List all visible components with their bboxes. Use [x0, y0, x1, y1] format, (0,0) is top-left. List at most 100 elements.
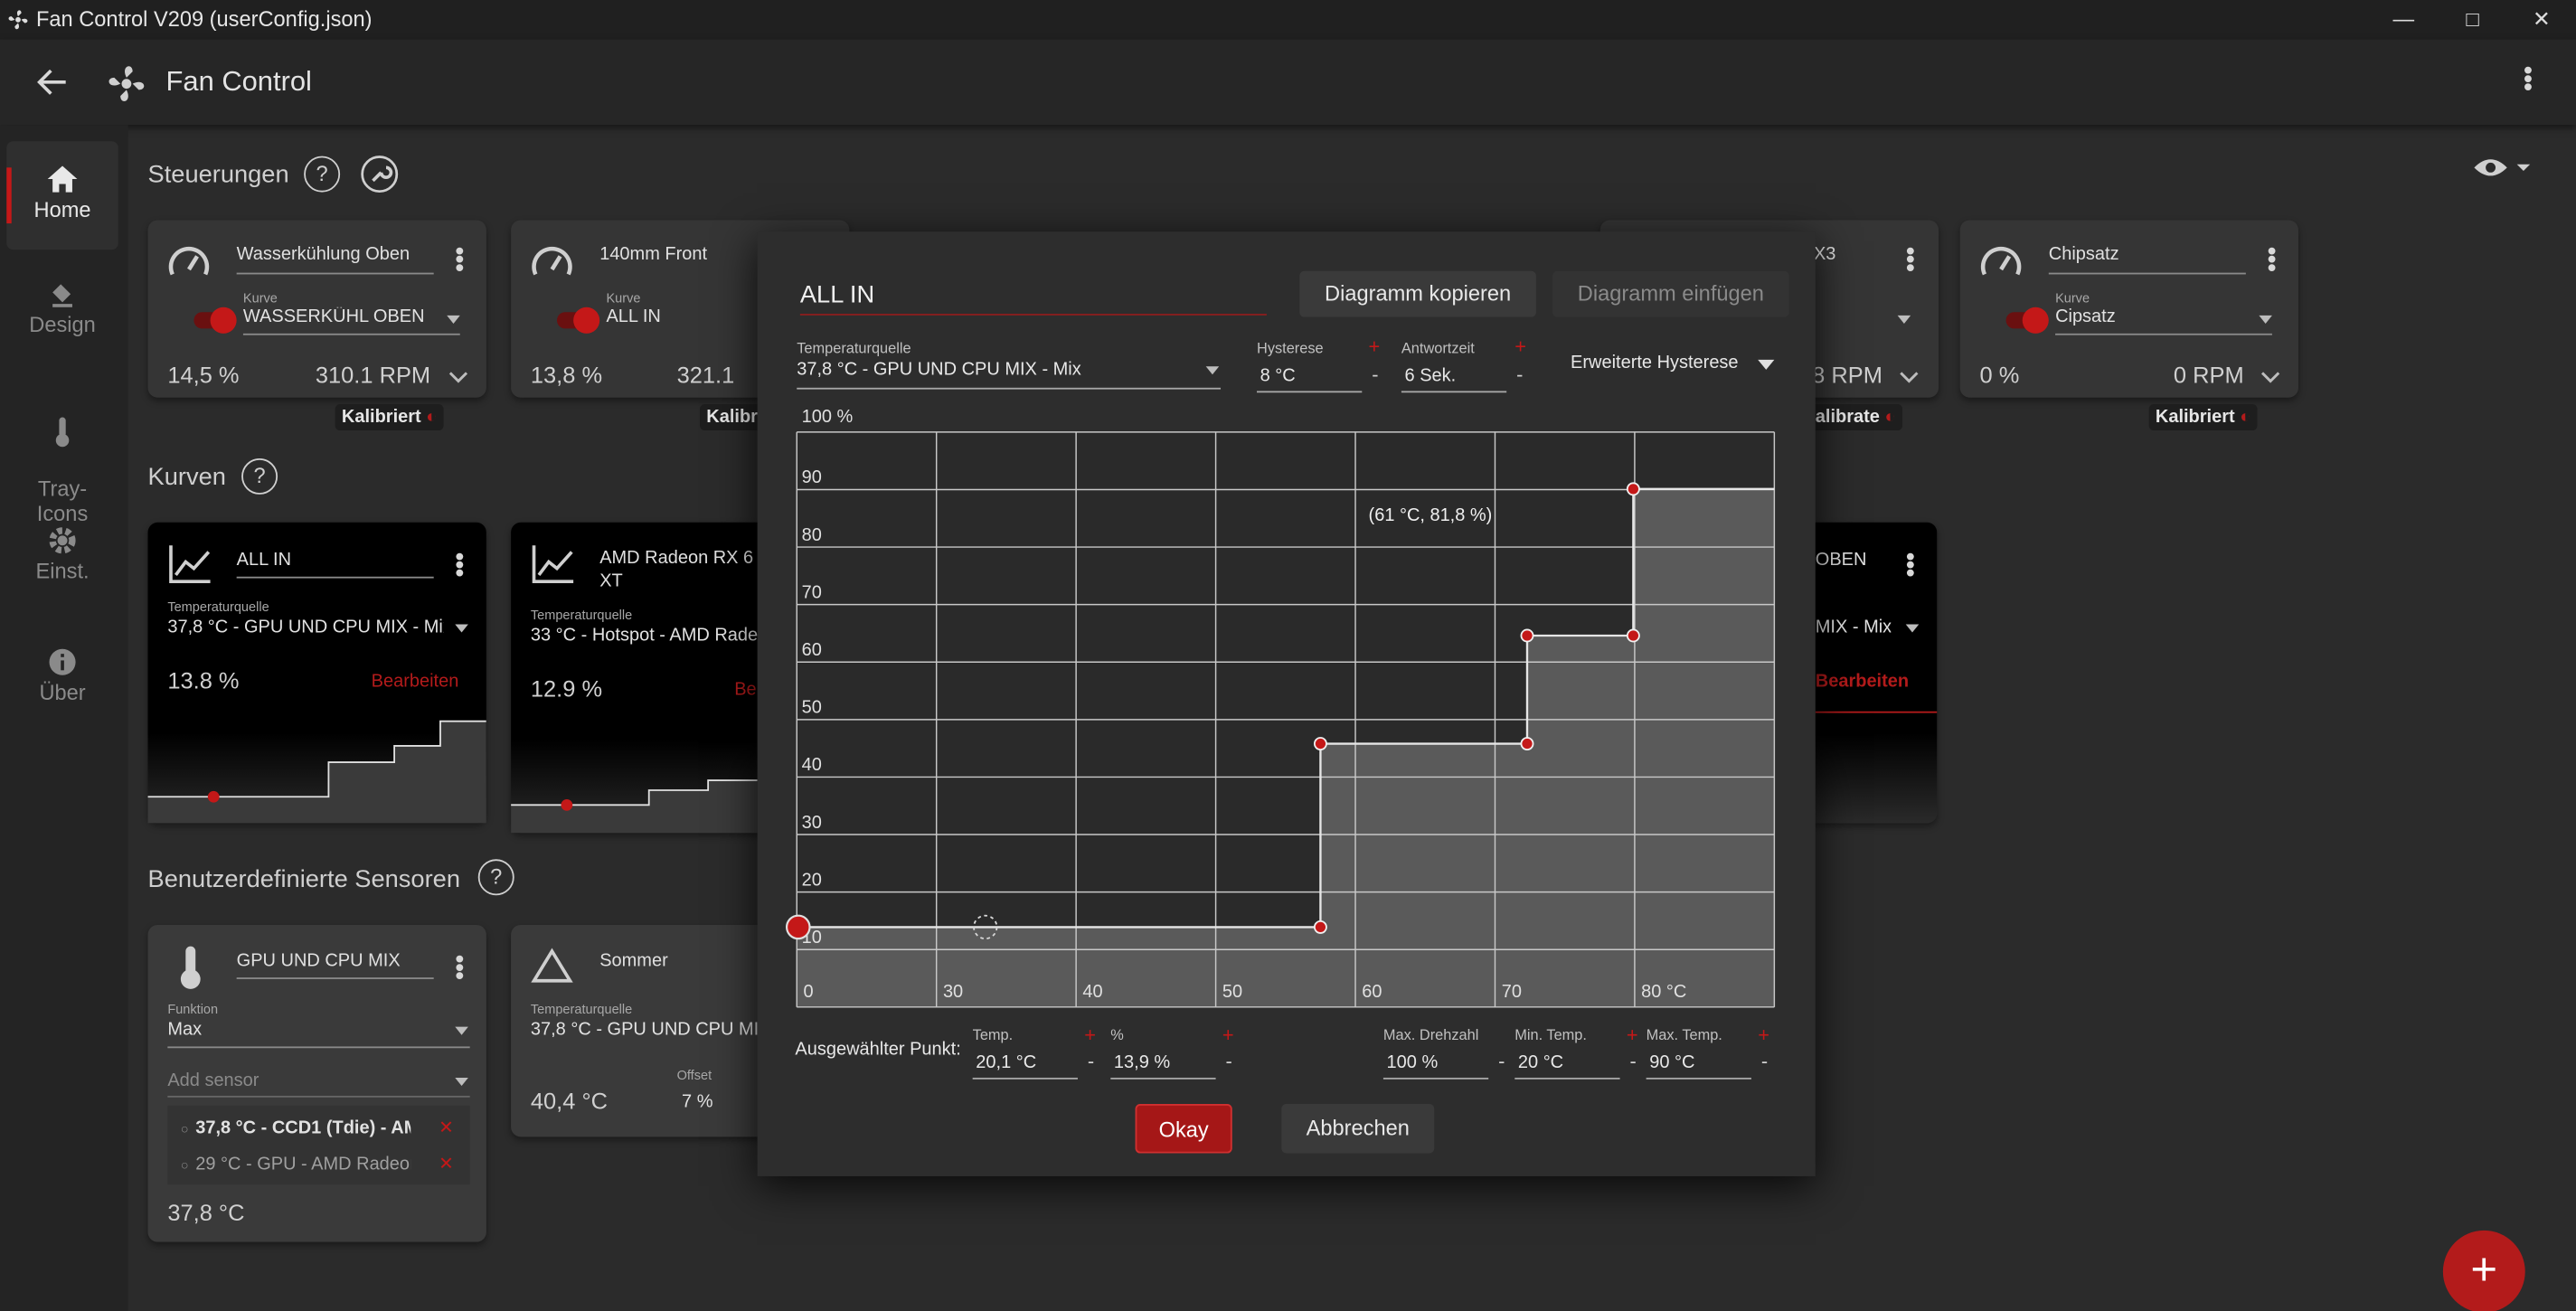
- app-menu-icon[interactable]: • • •: [2523, 57, 2534, 102]
- curve-menu-icon[interactable]: • • •: [455, 543, 465, 589]
- back-arrow-icon[interactable]: [36, 67, 69, 97]
- max-temp-input[interactable]: 90 °C: [1649, 1052, 1695, 1073]
- max-temp-minus-button[interactable]: -: [1760, 1050, 1769, 1073]
- sensor-name[interactable]: GPU UND CPU MIX: [236, 951, 401, 971]
- percent-plus-button[interactable]: +: [1222, 1023, 1234, 1047]
- curve-name[interactable]: AMD Radeon RX 6 XT: [599, 548, 754, 592]
- hysteresis-minus-button[interactable]: -: [1372, 363, 1379, 386]
- source-label: Temperaturquelle: [530, 608, 633, 623]
- window-titlebar: Fan Control V209 (userConfig.json) — □ ✕: [0, 0, 2576, 40]
- max-speed-minus-button[interactable]: -: [1498, 1050, 1505, 1073]
- paint-bucket-icon: [52, 284, 72, 307]
- source-select[interactable]: 37,8 °C - GPU UND CPU MIX - Mix: [167, 618, 444, 637]
- control-name[interactable]: X3: [1813, 244, 1836, 265]
- hysteresis-input[interactable]: 8 °C: [1260, 366, 1296, 386]
- curve-name[interactable]: OBEN: [1815, 550, 1867, 571]
- x-tick-label: 50: [1222, 982, 1242, 1002]
- control-menu-icon[interactable]: • • •: [455, 238, 465, 283]
- max-temp-plus-button[interactable]: +: [1758, 1023, 1769, 1047]
- edit-link[interactable]: Bearbeiten: [371, 672, 459, 692]
- min-temp-plus-button[interactable]: +: [1626, 1023, 1638, 1047]
- min-temp-input[interactable]: 20 °C: [1517, 1052, 1564, 1073]
- chevron-down-icon: [447, 315, 460, 324]
- percent-input[interactable]: 13,9 %: [1113, 1052, 1171, 1073]
- temp-plus-button[interactable]: +: [1084, 1023, 1096, 1047]
- chevron-down-icon[interactable]: [1899, 372, 1919, 385]
- nav-item-about[interactable]: Über: [6, 647, 118, 720]
- function-select[interactable]: Max: [167, 1020, 203, 1041]
- control-toggle[interactable]: [2005, 307, 2049, 334]
- wrench-icon[interactable]: [360, 155, 400, 194]
- curve-select[interactable]: WASSERKÜHL OBEN: [242, 307, 425, 327]
- source-select[interactable]: 37,8 °C - GPU UND CPU MIX - Mix: [797, 359, 1081, 380]
- curve-point[interactable]: [1313, 920, 1327, 934]
- source-select[interactable]: 33 °C - Hotspot - AMD Rade: [530, 626, 759, 646]
- help-icon[interactable]: ?: [241, 457, 278, 495]
- cancel-button[interactable]: Abbrechen: [1281, 1104, 1435, 1154]
- section-title-controls: Steuerungen: [147, 161, 289, 189]
- sensor-name[interactable]: Sommer: [599, 951, 668, 971]
- close-button[interactable]: ✕: [2532, 6, 2551, 32]
- name-underline: [799, 314, 1267, 316]
- temp-input[interactable]: 20,1 °C: [976, 1052, 1037, 1073]
- add-fab[interactable]: +: [2442, 1230, 2525, 1311]
- curve-point[interactable]: [1520, 737, 1534, 751]
- add-sensor-select[interactable]: Add sensor: [167, 1070, 259, 1091]
- control-menu-icon[interactable]: • • •: [1905, 238, 1915, 283]
- control-menu-icon[interactable]: • • •: [2267, 238, 2277, 283]
- remove-icon[interactable]: ✕: [439, 1118, 454, 1139]
- advanced-hysteresis-toggle[interactable]: Erweiterte Hysterese: [1571, 353, 1739, 373]
- minimize-button[interactable]: —: [2392, 6, 2415, 32]
- curve-select[interactable]: Cipsatz: [2055, 307, 2116, 327]
- sensor-menu-icon[interactable]: • • •: [455, 946, 465, 991]
- max-speed-input[interactable]: 100 %: [1386, 1052, 1439, 1073]
- curve-point[interactable]: [1313, 737, 1327, 751]
- nav-item-home[interactable]: Home: [6, 141, 118, 250]
- curve-menu-icon[interactable]: • • •: [1905, 543, 1915, 589]
- help-icon[interactable]: ?: [477, 859, 514, 896]
- maximize-button[interactable]: □: [2466, 6, 2479, 32]
- input-underline: [1382, 1077, 1489, 1080]
- curve-value: 13.8 %: [167, 666, 240, 693]
- chevron-down-icon[interactable]: [448, 372, 468, 385]
- offset-field[interactable]: 7 %: [682, 1092, 713, 1113]
- curve-name[interactable]: ALL IN: [236, 550, 292, 571]
- source-select[interactable]: MIX - Mix: [1815, 618, 1892, 637]
- percent-minus-button[interactable]: -: [1225, 1050, 1232, 1073]
- control-name[interactable]: Wasserkühlung Oben: [236, 244, 410, 265]
- x-tick-label: 60: [1362, 982, 1382, 1002]
- sensor-card: GPU UND CPU MIX • • • Funktion Max Add sen…: [147, 924, 486, 1242]
- temp-minus-button[interactable]: -: [1087, 1050, 1095, 1073]
- edit-link[interactable]: Be: [734, 680, 757, 701]
- control-name[interactable]: Chipsatz: [2048, 244, 2119, 265]
- chevron-down-icon[interactable]: [2260, 372, 2280, 385]
- curve-select[interactable]: ALL IN: [606, 307, 661, 327]
- copy-chart-button[interactable]: Diagramm kopieren: [1299, 270, 1536, 317]
- home-icon: [47, 165, 78, 193]
- curve-point[interactable]: [1626, 482, 1640, 496]
- curve-point[interactable]: [1626, 628, 1640, 643]
- selected-point[interactable]: [785, 914, 811, 940]
- control-toggle[interactable]: [193, 307, 237, 334]
- nav-item-tray-icons[interactable]: Tray- Icons: [6, 391, 118, 525]
- okay-button[interactable]: Okay: [1135, 1104, 1232, 1154]
- nav-item-design[interactable]: Design: [6, 279, 118, 362]
- control-toggle[interactable]: [556, 307, 600, 334]
- control-name[interactable]: 140mm Front: [599, 244, 708, 265]
- curve-point[interactable]: [1520, 628, 1534, 643]
- curve-name-input[interactable]: ALL IN: [799, 280, 875, 309]
- hysteresis-plus-button[interactable]: +: [1368, 335, 1381, 359]
- help-icon[interactable]: ?: [304, 156, 341, 193]
- control-rpm: 310.1 RPM: [315, 361, 431, 388]
- nav-item-settings[interactable]: Einst.: [6, 525, 118, 598]
- eye-icon[interactable]: [2473, 155, 2532, 181]
- response-input[interactable]: 6 Sek.: [1404, 366, 1457, 386]
- edit-link[interactable]: Bearbeiten: [1815, 672, 1910, 692]
- response-minus-button[interactable]: -: [1516, 363, 1524, 386]
- min-temp-minus-button[interactable]: -: [1629, 1050, 1637, 1073]
- source-select[interactable]: 37,8 °C - GPU UND CPU MIX: [530, 1020, 771, 1041]
- remove-icon[interactable]: ✕: [439, 1155, 454, 1175]
- response-plus-button[interactable]: +: [1514, 335, 1527, 359]
- paste-chart-button[interactable]: Diagramm einfügen: [1552, 270, 1789, 317]
